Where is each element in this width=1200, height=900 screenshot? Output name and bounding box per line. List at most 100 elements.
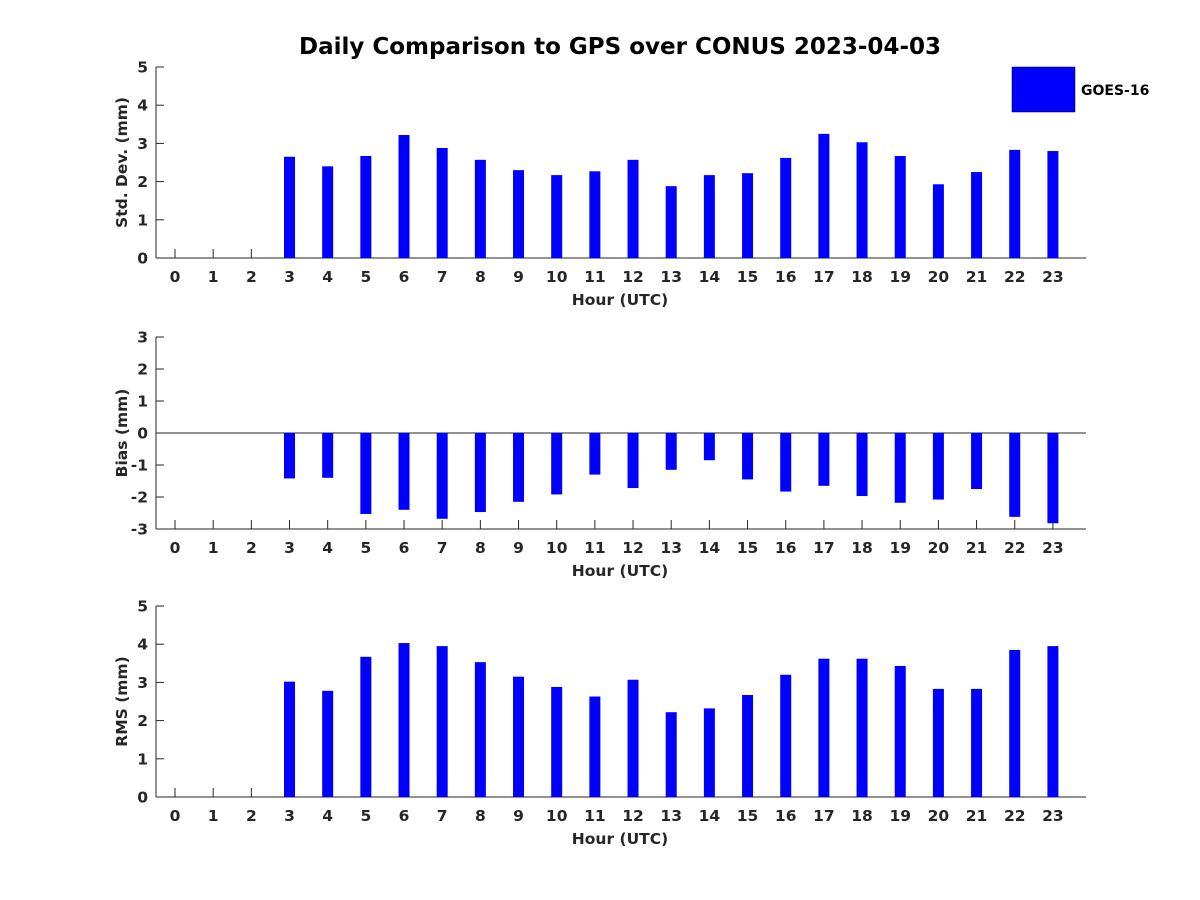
- x-tick-label: 20: [928, 807, 950, 825]
- bar: [856, 433, 868, 497]
- x-axis-label: Hour (UTC): [572, 291, 668, 309]
- x-tick-label: 7: [437, 539, 448, 557]
- x-tick-label: 16: [775, 807, 797, 825]
- bar: [513, 433, 525, 502]
- x-tick-label: 1: [208, 807, 219, 825]
- x-axis-label: Hour (UTC): [572, 562, 668, 580]
- x-tick-label: 20: [928, 268, 950, 286]
- bar: [818, 658, 830, 797]
- x-tick-label: 16: [775, 539, 797, 557]
- x-tick-label: 5: [360, 539, 371, 557]
- y-tick-label: 2: [137, 361, 148, 379]
- x-tick-label: 6: [399, 807, 410, 825]
- bar: [665, 712, 677, 797]
- bar: [322, 166, 334, 258]
- legend: GOES-16: [1011, 66, 1149, 113]
- bar: [360, 433, 372, 514]
- bar: [513, 170, 525, 258]
- x-tick-label: 6: [399, 268, 410, 286]
- x-tick-label: 4: [322, 539, 333, 557]
- x-tick-label: 14: [699, 268, 721, 286]
- bar: [780, 157, 792, 258]
- x-tick-label: 2: [246, 539, 257, 557]
- bar: [1009, 433, 1021, 517]
- y-tick-label: -1: [131, 457, 148, 475]
- x-tick-label: 13: [660, 807, 682, 825]
- bar: [932, 433, 944, 500]
- x-tick-label: 15: [737, 268, 759, 286]
- bar: [627, 679, 639, 797]
- bar: [856, 658, 868, 797]
- x-tick-label: 2: [246, 268, 257, 286]
- legend-label: GOES-16: [1081, 83, 1149, 99]
- x-tick-label: 18: [851, 807, 873, 825]
- bar: [360, 156, 372, 258]
- bar: [551, 686, 563, 797]
- bar: [627, 433, 639, 489]
- x-tick-label: 13: [660, 539, 682, 557]
- x-tick-label: 14: [699, 539, 721, 557]
- x-tick-label: 12: [622, 807, 644, 825]
- bar: [551, 433, 563, 495]
- x-tick-label: 3: [284, 807, 295, 825]
- y-tick-label: 1: [137, 750, 148, 768]
- bar: [589, 433, 601, 475]
- bar: [1047, 646, 1059, 797]
- x-tick-label: 19: [889, 807, 911, 825]
- bar: [818, 133, 830, 258]
- bar: [742, 173, 754, 258]
- bar: [589, 696, 601, 797]
- x-tick-label: 17: [813, 539, 835, 557]
- x-tick-label: 22: [1004, 807, 1026, 825]
- x-tick-label: 8: [475, 539, 486, 557]
- bar: [322, 433, 334, 478]
- x-tick-label: 7: [437, 268, 448, 286]
- x-tick-label: 13: [660, 268, 682, 286]
- x-tick-label: 20: [928, 539, 950, 557]
- bar: [665, 186, 677, 258]
- x-tick-label: 5: [360, 268, 371, 286]
- x-tick-label: 18: [851, 268, 873, 286]
- x-tick-label: 1: [208, 539, 219, 557]
- bar: [474, 433, 486, 513]
- y-tick-label: 5: [137, 598, 148, 616]
- bar: [284, 433, 296, 479]
- x-tick-label: 4: [322, 807, 333, 825]
- x-tick-label: 14: [699, 807, 721, 825]
- x-tick-label: 22: [1004, 539, 1026, 557]
- x-tick-label: 21: [966, 539, 988, 557]
- x-tick-label: 9: [513, 807, 524, 825]
- bar: [436, 433, 448, 519]
- bar: [360, 656, 372, 797]
- bar: [971, 433, 983, 489]
- legend-swatch: [1011, 66, 1076, 113]
- y-tick-label: -2: [131, 489, 148, 507]
- x-tick-label: 19: [889, 268, 911, 286]
- bar: [398, 643, 410, 797]
- bar: [627, 159, 639, 258]
- bar: [703, 433, 715, 461]
- x-tick-label: 10: [546, 807, 568, 825]
- bar: [894, 665, 906, 797]
- bar: [742, 433, 754, 480]
- bar: [589, 171, 601, 258]
- x-tick-label: 15: [737, 807, 759, 825]
- bar: [703, 175, 715, 258]
- x-tick-label: 9: [513, 268, 524, 286]
- x-tick-label: 21: [966, 807, 988, 825]
- x-tick-label: 12: [622, 268, 644, 286]
- x-tick-label: 22: [1004, 268, 1026, 286]
- y-tick-label: -3: [131, 521, 148, 539]
- x-tick-label: 17: [813, 268, 835, 286]
- bar: [780, 674, 792, 797]
- bar: [1009, 149, 1021, 258]
- bar: [703, 708, 715, 797]
- y-tick-label: 0: [137, 425, 148, 443]
- x-axis-label: Hour (UTC): [572, 830, 668, 848]
- y-tick-label: 1: [137, 211, 148, 229]
- x-tick-label: 11: [584, 268, 606, 286]
- x-tick-label: 0: [170, 268, 181, 286]
- x-tick-label: 3: [284, 539, 295, 557]
